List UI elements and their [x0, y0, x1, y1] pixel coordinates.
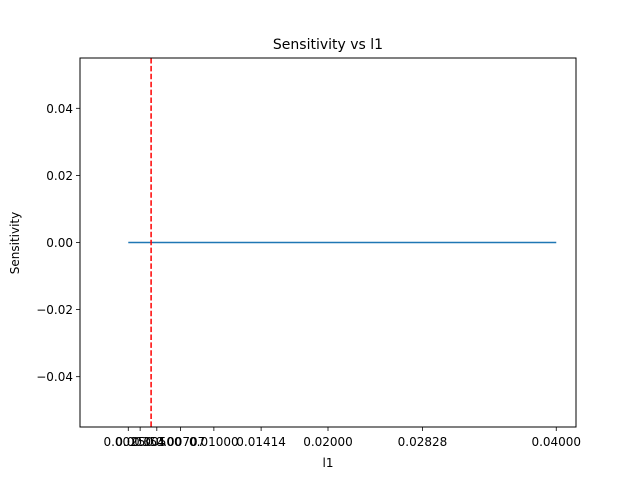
y-tick-label: 0.04 — [46, 102, 73, 116]
y-axis-label: Sensitivity — [8, 212, 22, 274]
y-tick-label: 0.02 — [46, 169, 73, 183]
plot-area — [128, 58, 557, 427]
x-axis: 0.002500.003540.005000.007070.010000.014… — [103, 427, 581, 449]
x-tick-label: 0.01414 — [236, 435, 286, 449]
x-tick-label: 0.00250 — [103, 435, 153, 449]
x-tick-label: 0.00500 — [132, 435, 182, 449]
x-tick-label: 0.02000 — [303, 435, 353, 449]
chart-title: Sensitivity vs l1 — [273, 37, 383, 53]
y-axis: −0.04 −0.02 0.00 0.02 0.04 — [36, 102, 80, 384]
x-tick-label: 0.02828 — [398, 435, 448, 449]
x-tick-label: 0.00707 — [156, 435, 206, 449]
x-tick-label: 0.01000 — [189, 435, 239, 449]
y-tick-label: −0.02 — [36, 303, 73, 317]
x-tick-label: 0.00354 — [115, 435, 165, 449]
x-tick-label: 0.04000 — [531, 435, 581, 449]
x-axis-label: l1 — [323, 456, 334, 470]
y-tick-label: 0.00 — [46, 236, 73, 250]
y-tick-label: −0.04 — [36, 370, 73, 384]
